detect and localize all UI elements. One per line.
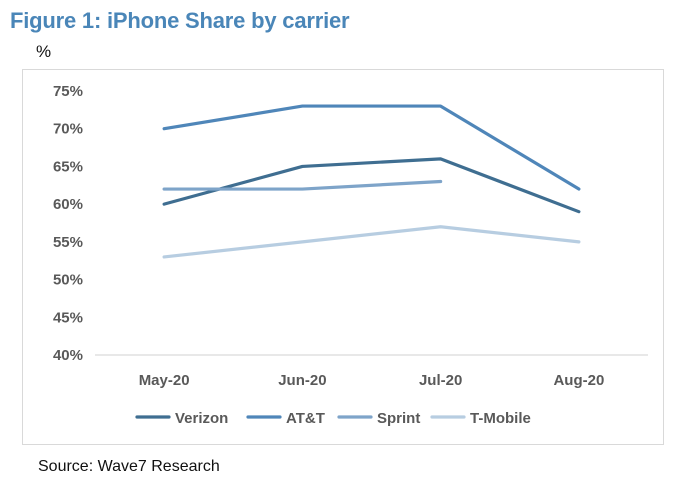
x-tick-label: May-20 bbox=[139, 372, 190, 389]
y-tick-label: 40% bbox=[53, 347, 83, 364]
legend-label: Verizon bbox=[175, 410, 228, 427]
y-tick-label: 45% bbox=[53, 309, 83, 326]
y-tick-label: 50% bbox=[53, 272, 83, 289]
series-line-t-mobile bbox=[162, 225, 581, 259]
y-tick-label: 55% bbox=[53, 234, 83, 251]
y-tick-label: 70% bbox=[53, 121, 83, 138]
legend-item-sprint: Sprint bbox=[337, 410, 420, 427]
legend-label: T-Mobile bbox=[470, 410, 531, 427]
x-tick-label: Jul-20 bbox=[419, 372, 462, 389]
y-tick-label: 60% bbox=[53, 196, 83, 213]
chart-frame bbox=[22, 69, 664, 445]
figure-title: Figure 1: iPhone Share by carrier bbox=[10, 8, 350, 33]
legend-item-at-t: AT&T bbox=[246, 410, 325, 427]
series-lines bbox=[162, 104, 581, 259]
unit-label: % bbox=[36, 42, 52, 61]
legend-item-t-mobile: T-Mobile bbox=[430, 410, 531, 427]
legend-label: Sprint bbox=[377, 410, 420, 427]
x-axis-ticks: May-20 Jun-20 Jul-20 Aug-20 bbox=[139, 372, 605, 389]
series-line-sprint bbox=[162, 179, 443, 191]
y-tick-label: 65% bbox=[53, 158, 83, 175]
y-tick-label: 75% bbox=[53, 83, 83, 100]
x-tick-label: Aug-20 bbox=[553, 372, 604, 389]
legend-label: AT&T bbox=[286, 410, 325, 427]
source-note: Source: Wave7 Research bbox=[38, 458, 220, 475]
legend-item-verizon: Verizon bbox=[135, 410, 228, 427]
x-tick-label: Jun-20 bbox=[278, 372, 326, 389]
series-line-verizon bbox=[162, 157, 581, 214]
legend: Verizon AT&T Sprint T-Mobile bbox=[135, 410, 531, 427]
series-line-at-t bbox=[162, 104, 581, 191]
y-axis-ticks: 40% 45% 50% 55% 60% 65% 70% 75% bbox=[53, 83, 83, 364]
